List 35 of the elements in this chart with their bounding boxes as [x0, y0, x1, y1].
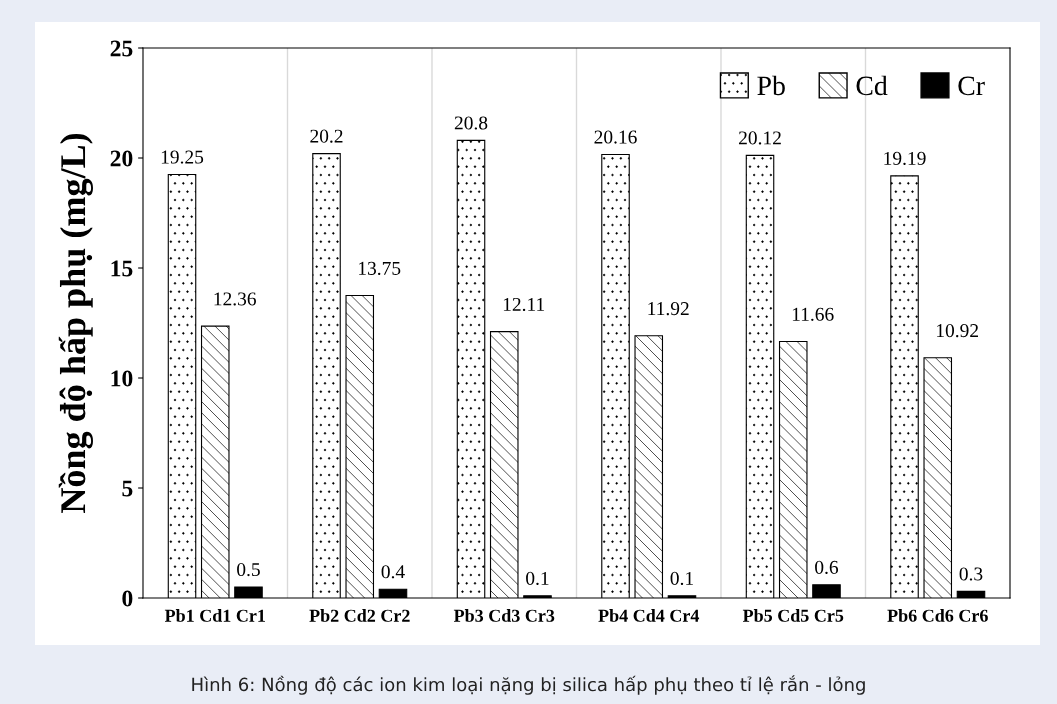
y-tick-label: 0 [122, 590, 133, 607]
y-tick-label: 15 [111, 260, 133, 277]
data-label: 12.11 [503, 297, 545, 312]
y-tick-label: 5 [122, 480, 133, 497]
data-label: 12.36 [214, 292, 256, 306]
x-tick-label: Pb3 Cd3 Cr3 [453, 609, 555, 622]
data-label: 20.12 [738, 131, 781, 145]
data-label: 11.66 [792, 307, 834, 321]
data-label: 19.19 [884, 151, 926, 166]
y-tick-label: 20 [110, 150, 133, 167]
data-label: 11.92 [648, 302, 689, 316]
text: Hình 6: Nồng độ các ion kim loại nặng bị silica hấp phụ theo tỉ lệ rắn - lỏng [192, 675, 865, 695]
data-label: 13.75 [359, 261, 401, 275]
x-tick-label: Pb4 Cd4 Cr4 [598, 609, 700, 622]
data-label: 0.3 [959, 567, 983, 581]
data-label: 0.1 [670, 571, 693, 585]
x-tick-label: Pb2 Cd2 Cr2 [309, 609, 410, 622]
y-axis-title: Nồng độ hấp phụ (mg/L) [58, 133, 93, 513]
x-tick-label: Pb1 Cd1 Cr1 [164, 609, 265, 622]
y-tick-label: 25 [110, 40, 133, 57]
data-label: 0.1 [526, 571, 549, 585]
legend-label: Cr [958, 76, 985, 96]
data-label: 20.8 [454, 116, 488, 130]
x-tick-label: Pb5 Cd5 Cr5 [742, 609, 844, 622]
data-label: 20.16 [594, 130, 637, 144]
data-label: 0.6 [815, 560, 839, 574]
legend-label: Cd [856, 75, 888, 96]
data-label: 20.2 [310, 129, 343, 143]
legend-label: Pb [757, 75, 785, 96]
data-label: 0.5 [237, 562, 260, 577]
x-tick-label: Pb6 Cd6 Cr6 [887, 609, 988, 622]
data-label: 19.25 [161, 150, 204, 164]
data-label: 0.4 [381, 565, 405, 579]
y-tick-label: 10 [111, 370, 133, 387]
data-label: 10.92 [937, 324, 978, 338]
